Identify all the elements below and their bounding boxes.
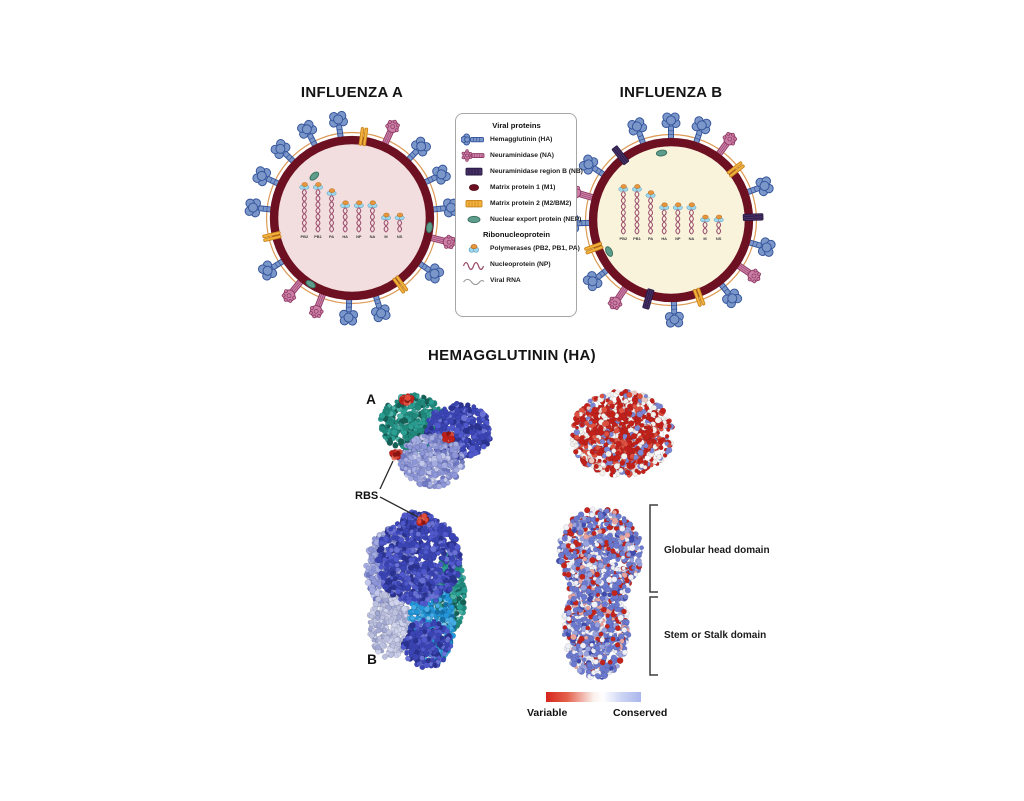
neuraminidase-icon — [461, 149, 485, 162]
ha-top-view-chain-colored — [377, 392, 493, 490]
ha-top-view-conservation-colored — [570, 388, 675, 479]
influenza-a-title: INFLUENZA A — [300, 84, 404, 101]
globular-head-domain-label: Globular head domain — [664, 545, 770, 556]
legend-item-label: Neuraminidase region B (NB) — [490, 168, 583, 176]
protein-structure-layer — [363, 388, 675, 680]
nep-oval — [605, 246, 614, 257]
nep-oval — [309, 171, 320, 181]
viral-proteins-legend: Viral proteins Hemagglutinin (HA) Neurami… — [455, 113, 583, 317]
nep-oval — [425, 221, 433, 234]
variable-label: Variable — [527, 707, 567, 719]
legend-item-label: Hemagglutinin (HA) — [490, 135, 553, 143]
rnp-segments: PB2 PB1 PA HA NP NA M NS — [299, 182, 405, 239]
rnp-segments: PB2 PB1 PA HA NP NA M NS — [618, 184, 724, 241]
hemagglutinin-section-title: HEMAGGLUTININ (HA) — [428, 347, 596, 364]
ha-side-view-chain-colored — [363, 509, 468, 670]
stem-bracket — [649, 596, 658, 676]
segment-label: PB2 — [301, 234, 309, 239]
segment-label: NS — [397, 234, 403, 239]
legend-item: Nuclear export protein (NEP) — [461, 213, 581, 226]
legend-item: Nucleoprotein (NP) — [461, 258, 572, 271]
hemagglutinin-icon — [461, 133, 484, 146]
segment-label: PB1 — [633, 236, 641, 241]
legend-item-label: Nuclear export protein (NEP) — [490, 216, 582, 224]
legend-item: Viral RNA — [461, 274, 572, 287]
legend-item: Matrix protein 2 (M2/BM2) — [461, 197, 572, 210]
segment-label: HA — [661, 236, 667, 241]
segment-label: M — [703, 236, 707, 241]
segment-label: NA — [370, 234, 376, 239]
nep-oval — [655, 149, 668, 157]
legend-item-label: Viral RNA — [490, 276, 521, 284]
segment-label: NS — [716, 236, 722, 241]
segment-label: NA — [689, 236, 695, 241]
structure-b-label: B — [367, 652, 377, 667]
segment-label: PA — [648, 236, 653, 241]
legend-header-viral-proteins: Viral proteins — [492, 121, 541, 130]
segment-label: M — [384, 234, 388, 239]
m1-matrix-ring — [269, 135, 435, 301]
legend-item: Neuraminidase region B (NB) — [461, 165, 583, 178]
segment-label: PA — [329, 234, 334, 239]
legend-item: Matrix protein 1 (M1) — [461, 181, 572, 194]
nucleoprotein-icon — [462, 261, 485, 270]
legend-item-label: Matrix protein 1 (M1) — [490, 184, 556, 192]
rbs-pointer-line-top — [379, 460, 394, 490]
influenza-b-virion-diagram: PB2 PB1 PA HA NP NA M NS — [563, 112, 777, 328]
rbs-label: RBS — [355, 490, 378, 502]
structure-a-label: A — [366, 392, 376, 407]
legend-item-label: Matrix protein 2 (M2/BM2) — [490, 200, 572, 208]
stem-domain-label: Stem or Stalk domain — [664, 630, 766, 641]
legend-item-label: Nucleoprotein (NP) — [490, 260, 551, 268]
legend-header-ribonucleoprotein: Ribonucleoprotein — [482, 229, 551, 239]
ha-side-view-conservation-colored — [556, 506, 644, 680]
viral-rna-icon — [463, 278, 485, 285]
rbs-pointer-line-bottom — [379, 496, 419, 518]
segment-label: PB2 — [620, 236, 628, 241]
segment-label: NP — [675, 236, 681, 241]
segment-label: PB1 — [314, 234, 322, 239]
matrix-protein-2-icon — [465, 200, 483, 208]
nuclear-export-protein-icon — [467, 216, 481, 224]
nep-oval — [305, 279, 316, 289]
segment-label: NP — [356, 234, 362, 239]
virion-interior — [593, 142, 749, 298]
legend-item: Hemagglutinin (HA) — [461, 133, 572, 146]
legend-item: Neuraminidase (NA) — [461, 149, 572, 162]
influenza-b-title: INFLUENZA B — [619, 84, 723, 101]
neuraminidase-region-b-icon — [465, 167, 483, 176]
polymerases-icon — [468, 243, 479, 253]
legend-item-label: Polymerases (PB2, PB1, PA) — [490, 244, 580, 252]
globular-head-bracket — [649, 504, 658, 593]
conserved-label: Conserved — [613, 707, 667, 719]
influenza-a-virion-diagram: PB2 PB1 PA HA NP NA M NS — [244, 110, 460, 326]
conservation-scale-bar — [546, 692, 641, 702]
hemagglutinin-structures-figure: A B RBS Globular head domain Stem or Sta… — [355, 388, 770, 719]
matrix-protein-1-icon — [468, 184, 479, 192]
segment-label: HA — [342, 234, 348, 239]
legend-item-label: Neuraminidase (NA) — [490, 152, 554, 160]
legend-item: Polymerases (PB2, PB1, PA) — [461, 242, 580, 255]
